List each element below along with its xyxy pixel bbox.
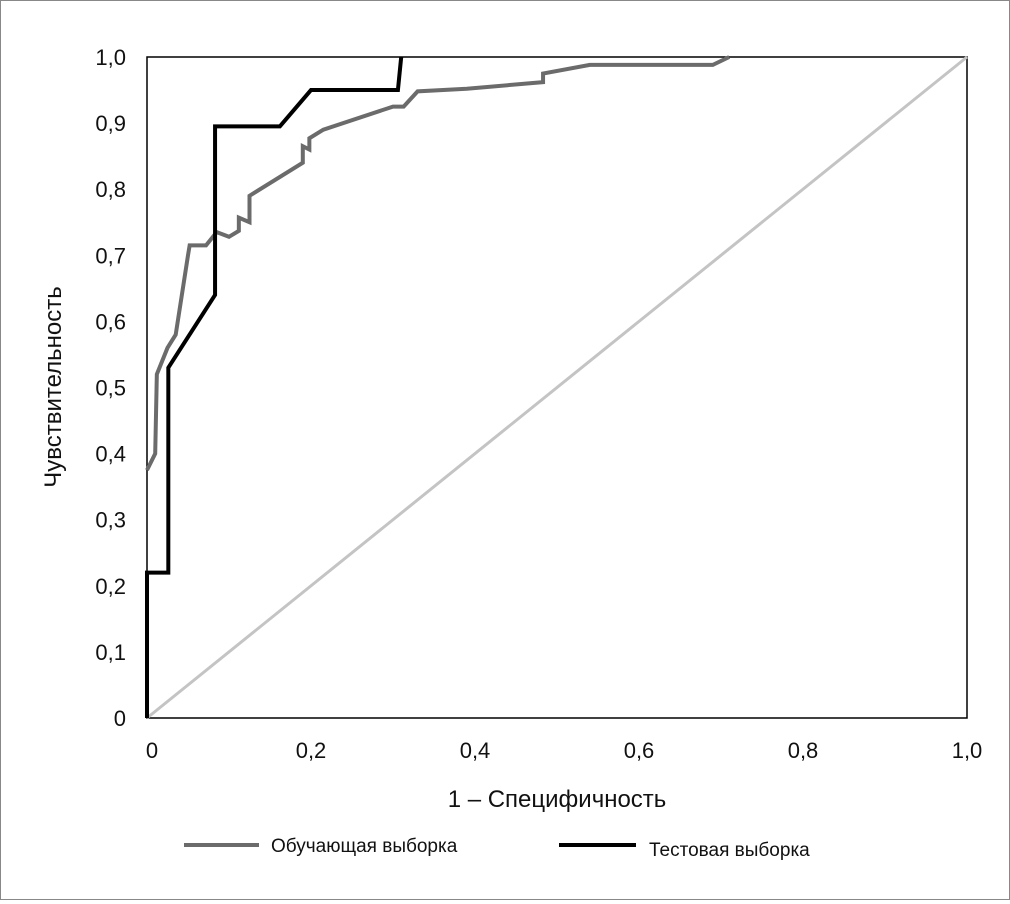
x-tick-label: 0,4 <box>460 738 491 763</box>
y-tick-label: 0,4 <box>95 442 126 467</box>
y-tick-label: 0,2 <box>95 574 126 599</box>
plot-area <box>146 56 968 719</box>
x-tick-label: 1,0 <box>952 738 983 763</box>
x-tick-label: 0 <box>146 738 158 763</box>
x-axis-label: 1 – Специфичность <box>448 786 667 813</box>
x-tick-label: 0,8 <box>788 738 819 763</box>
x-tick-label: 0,6 <box>624 738 655 763</box>
y-tick-label: 0,6 <box>95 309 126 334</box>
series-line-test <box>145 56 404 718</box>
legend: Обучающая выборка Тестовая выборка <box>184 836 810 861</box>
y-tick-label: 0,9 <box>95 111 126 136</box>
y-tick-label: 0,3 <box>95 508 126 533</box>
y-tick-label: 0 <box>114 706 126 731</box>
y-tick-label: 0,8 <box>95 177 126 202</box>
y-tick-label: 1,0 <box>95 45 126 70</box>
y-axis-label: Чувствительность <box>40 286 67 488</box>
y-tick-label: 0,1 <box>95 640 126 665</box>
legend-label-test: Тестовая выборка <box>649 840 810 861</box>
series-line-train <box>145 55 731 472</box>
y-tick-label: 0,7 <box>95 243 126 268</box>
reference-diagonal-line <box>146 55 968 720</box>
x-tick-label: 0,2 <box>296 738 327 763</box>
legend-label-train: Обучающая выборка <box>271 836 458 857</box>
y-tick-label: 0,5 <box>95 376 126 401</box>
